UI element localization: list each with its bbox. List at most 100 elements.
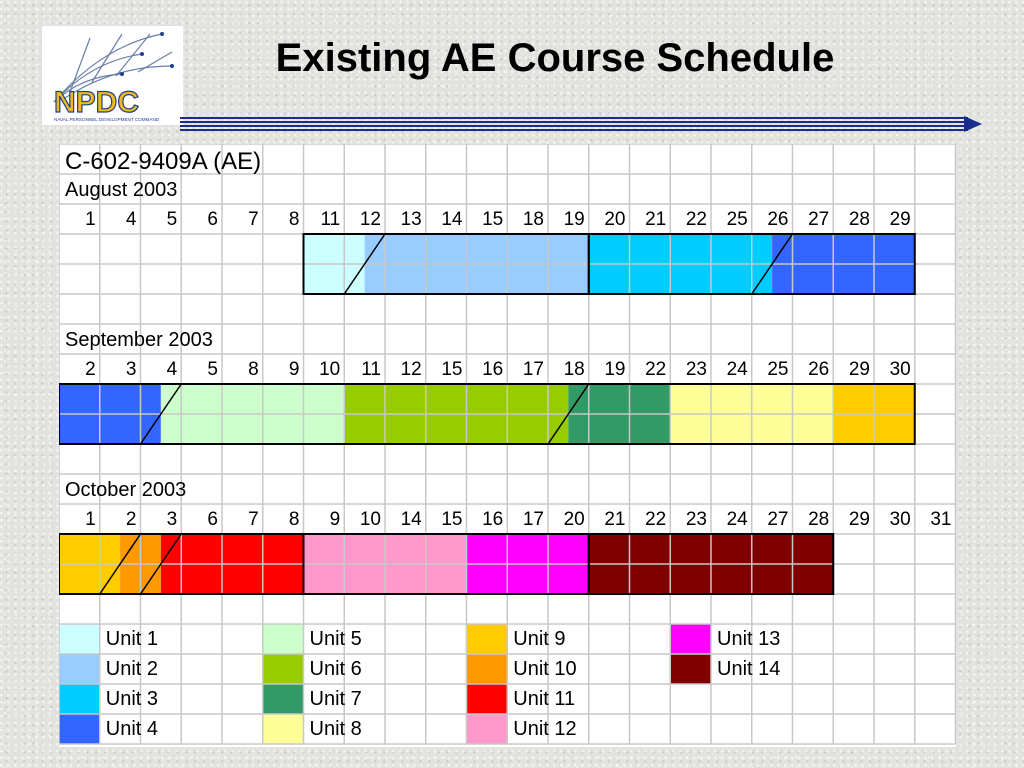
day-number: 19 — [563, 209, 585, 230]
legend-swatch — [466, 654, 508, 684]
legend-swatch — [262, 624, 304, 654]
day-number: 13 — [400, 209, 422, 230]
transition-divider — [751, 233, 794, 295]
day-number: 23 — [685, 359, 707, 380]
unit-block-border — [59, 383, 916, 445]
day-number: 14 — [400, 509, 422, 530]
legend-label: Unit 3 — [105, 688, 158, 710]
day-number: 25 — [767, 359, 789, 380]
legend-swatch — [262, 684, 304, 714]
day-number: 20 — [604, 209, 626, 230]
day-number: 11 — [320, 209, 341, 230]
month-label: September 2003 — [65, 329, 213, 351]
legend-swatch — [466, 624, 508, 654]
legend-swatch — [262, 654, 304, 684]
transition-divider — [99, 533, 142, 595]
transition-divider — [139, 533, 182, 595]
day-number: 9 — [288, 359, 300, 380]
schedule-table: C-602-9409A (AE) August 2003 1 4 5 6 7 8 11 12 13 1… — [59, 144, 956, 747]
day-number: 1 — [85, 509, 96, 530]
day-number: 3 — [166, 509, 178, 530]
title-rule-arrow — [180, 116, 982, 132]
day-number: 4 — [125, 209, 137, 230]
legend-swatch — [59, 624, 100, 654]
day-number: 30 — [889, 509, 911, 530]
day-number: 29 — [848, 509, 870, 530]
legend-label: Unit 8 — [309, 718, 362, 740]
legend-label: Unit 12 — [513, 718, 577, 740]
day-number: 15 — [441, 359, 463, 380]
day-number: 25 — [726, 209, 748, 230]
npdc-logo: NPDC NAVAL PERSONNEL DEVELOPMENT COMMAND — [42, 26, 183, 125]
arrow-tips-icon — [120, 32, 174, 76]
day-number: 4 — [166, 359, 178, 380]
day-number: 28 — [808, 509, 830, 530]
day-number: 7 — [248, 509, 259, 530]
day-number: 24 — [726, 509, 748, 530]
day-number: 6 — [207, 209, 218, 230]
day-number: 20 — [563, 509, 585, 530]
day-number: 15 — [482, 209, 504, 230]
day-number: 29 — [848, 359, 870, 380]
course-code: C-602-9409A (AE) — [65, 148, 262, 175]
day-number: 12 — [359, 209, 381, 230]
legend-label: Unit 11 — [513, 688, 576, 710]
day-number: 16 — [482, 359, 504, 380]
schedule-text-layer: C-602-9409A (AE) August 2003 1 4 5 6 7 8 11 12 13 1… — [59, 144, 956, 747]
legend-swatch — [262, 714, 304, 744]
day-number: 24 — [726, 359, 748, 380]
day-number: 17 — [522, 359, 544, 380]
legend-label: Unit 14 — [717, 658, 781, 680]
logo-text: NPDC — [54, 86, 139, 119]
legend-label: Unit 7 — [309, 688, 362, 710]
day-number: 27 — [767, 509, 789, 530]
day-number: 2 — [125, 509, 137, 530]
day-number: 31 — [930, 509, 952, 530]
day-number: 11 — [361, 359, 381, 380]
legend-swatch — [59, 714, 100, 744]
day-number: 17 — [522, 509, 544, 530]
slide-title: Existing AE Course Schedule — [275, 36, 835, 80]
day-number: 8 — [288, 509, 300, 530]
legend-label: Unit 9 — [513, 628, 566, 650]
day-number: 6 — [207, 509, 218, 530]
unit-block-border — [587, 533, 835, 595]
day-number: 10 — [359, 509, 381, 530]
legend-label: Unit 13 — [717, 628, 781, 650]
day-number: 5 — [166, 209, 178, 230]
day-number: 30 — [889, 359, 911, 380]
day-number: 26 — [808, 359, 830, 380]
month-label: August 2003 — [65, 179, 178, 201]
day-number: 18 — [563, 359, 585, 380]
legend-swatch — [466, 714, 508, 744]
legend-label: Unit 6 — [309, 658, 362, 680]
legend-swatch — [670, 654, 711, 684]
day-number: 28 — [848, 209, 870, 230]
day-number: 27 — [808, 209, 830, 230]
day-number: 7 — [248, 209, 259, 230]
day-number: 8 — [248, 359, 259, 380]
legend-swatch — [59, 684, 100, 714]
day-number: 5 — [207, 359, 218, 380]
schedule-grid — [59, 144, 956, 745]
transition-divider — [343, 233, 386, 295]
day-number: 3 — [125, 359, 137, 380]
day-number: 29 — [889, 209, 911, 230]
day-number: 9 — [329, 509, 341, 530]
logo-subtitle: NAVAL PERSONNEL DEVELOPMENT COMMAND — [54, 117, 160, 122]
legend-label: Unit 5 — [309, 628, 362, 650]
transition-divider — [139, 383, 182, 445]
day-number: 2 — [85, 359, 96, 380]
day-number: 21 — [645, 209, 667, 230]
legend-label: Unit 10 — [513, 658, 577, 680]
day-number: 26 — [767, 209, 789, 230]
transition-divider — [547, 383, 590, 445]
legend-label: Unit 4 — [105, 718, 158, 740]
day-number: 23 — [685, 509, 707, 530]
day-number: 1 — [85, 209, 96, 230]
day-number: 12 — [400, 359, 422, 380]
legend-swatch — [59, 654, 100, 684]
day-number: 22 — [645, 359, 667, 380]
day-number: 14 — [441, 209, 463, 230]
day-number: 16 — [482, 509, 504, 530]
